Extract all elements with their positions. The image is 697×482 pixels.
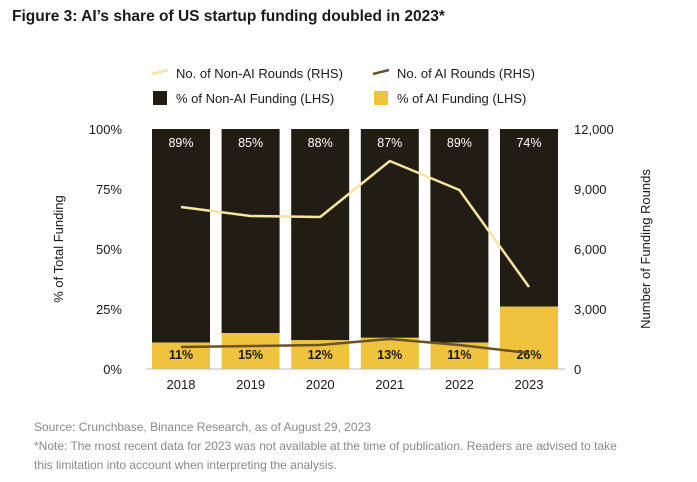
chart-title: Figure 3: AI’s share of US startup fundi… bbox=[12, 8, 445, 25]
label-non-ai-2020: 88% bbox=[308, 136, 333, 150]
source-note: Source: Crunchbase, Binance Research, as… bbox=[34, 420, 371, 434]
legend-label-1: No. of AI Rounds (RHS) bbox=[397, 66, 535, 81]
y-right-tick-0: 0 bbox=[574, 362, 581, 377]
legend-label-0: No. of Non-AI Rounds (RHS) bbox=[176, 66, 343, 81]
legend-swatch-1 bbox=[372, 68, 390, 76]
axes: 0% 25% 50% 75% 100% 0 3,000 6,000 9,000 12,000 201… bbox=[51, 122, 653, 392]
bar-non-ai-2023 bbox=[500, 129, 558, 307]
legend: No. of Non-AI Rounds (RHS) No. of AI Roun… bbox=[151, 66, 535, 106]
x-tick-2022: 2022 bbox=[445, 377, 474, 392]
y-left-label: % of Total Funding bbox=[51, 195, 66, 302]
label-ai-2020: 12% bbox=[308, 348, 333, 362]
bar-ai-2023 bbox=[500, 306, 558, 369]
y-right-tick-3000: 3,000 bbox=[574, 302, 607, 317]
x-tick-2023: 2023 bbox=[515, 377, 544, 392]
label-ai-2021: 13% bbox=[377, 348, 402, 362]
label-non-ai-2022: 89% bbox=[447, 136, 472, 150]
label-non-ai-2023: 74% bbox=[516, 136, 541, 150]
label-non-ai-2018: 89% bbox=[168, 136, 193, 150]
bars: 89% 11% 85% 15% 88% 12% 87% 13% 89% 11% 74% 26% bbox=[152, 129, 558, 369]
bar-non-ai-2022 bbox=[430, 129, 489, 343]
y-right-label: Number of Funding Rounds bbox=[638, 169, 653, 329]
notes: Source: Crunchbase, Binance Research, as… bbox=[34, 418, 684, 475]
legend-swatch-3 bbox=[374, 91, 388, 105]
bar-non-ai-2019 bbox=[221, 129, 280, 333]
y-left-tick-25: 25% bbox=[96, 302, 122, 317]
x-tick-2019: 2019 bbox=[236, 377, 265, 392]
y-right-tick-12000: 12,000 bbox=[574, 122, 614, 137]
footnote-line-1: *Note: The most recent data for 2023 was… bbox=[34, 439, 617, 453]
legend-swatch-2 bbox=[153, 91, 167, 105]
line-ai-rounds bbox=[180, 337, 530, 355]
bar-non-ai-2018 bbox=[152, 129, 210, 343]
legend-label-2: % of Non-AI Funding (LHS) bbox=[176, 91, 334, 106]
bar-non-ai-2020 bbox=[291, 129, 350, 341]
label-ai-2023: 26% bbox=[516, 348, 541, 362]
label-ai-2019: 15% bbox=[238, 348, 263, 362]
label-non-ai-2019: 85% bbox=[238, 136, 263, 150]
y-left-tick-50: 50% bbox=[96, 242, 122, 257]
label-ai-2018: 11% bbox=[169, 348, 193, 362]
label-ai-2022: 11% bbox=[447, 348, 471, 362]
bar-non-ai-2021 bbox=[360, 129, 419, 338]
line-non-ai-rounds bbox=[180, 159, 531, 288]
footnote-line-2: this limitation into account when interp… bbox=[34, 458, 337, 472]
bar-ai-2021 bbox=[360, 337, 419, 369]
legend-swatch-0 bbox=[151, 68, 169, 76]
chart: No. of Non-AI Rounds (RHS) No. of AI Roun… bbox=[51, 66, 653, 392]
y-left-tick-0: 0% bbox=[103, 362, 122, 377]
y-left-tick-75: 75% bbox=[96, 182, 122, 197]
y-left-tick-100: 100% bbox=[89, 122, 123, 137]
y-right-tick-6000: 6,000 bbox=[574, 242, 607, 257]
bar-ai-2019 bbox=[221, 333, 280, 369]
label-non-ai-2021: 87% bbox=[377, 136, 402, 150]
x-tick-2018: 2018 bbox=[167, 377, 196, 392]
legend-label-3: % of AI Funding (LHS) bbox=[397, 91, 526, 106]
series-lines bbox=[180, 159, 531, 355]
y-right-tick-9000: 9,000 bbox=[574, 182, 607, 197]
x-tick-2021: 2021 bbox=[375, 377, 404, 392]
x-tick-2020: 2020 bbox=[306, 377, 335, 392]
